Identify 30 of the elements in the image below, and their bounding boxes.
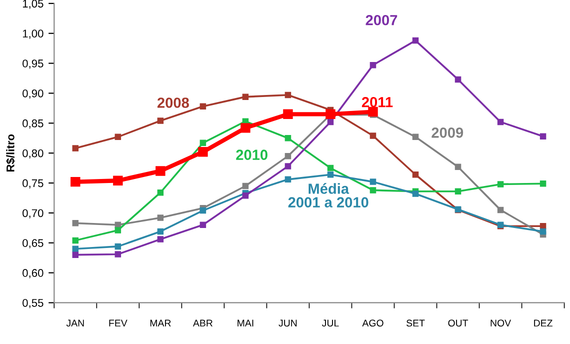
- y-tick-label: 0,70: [22, 209, 44, 218]
- y-tick-label: 0,75: [22, 179, 44, 188]
- y-tick-label: 1,05: [22, 0, 44, 9]
- x-tick-label: FEV: [109, 320, 128, 326]
- series-label: 2009: [432, 128, 464, 138]
- y-tick-label: 0,90: [22, 89, 44, 99]
- series-label: Média 2001 a 2010: [288, 183, 368, 208]
- x-tick-label: JUL: [322, 320, 339, 327]
- series-label: 2007: [366, 14, 398, 26]
- y-tick-label: 0,95: [22, 60, 44, 69]
- x-tick-label: DEZ: [534, 320, 552, 326]
- y-tick-label: 0,55: [22, 298, 44, 308]
- x-tick-label: OUT: [448, 320, 468, 327]
- x-tick-label: JAN: [66, 320, 84, 327]
- series-label: 2011: [362, 96, 393, 108]
- y-tick-label: 0,85: [22, 119, 44, 129]
- x-tick-label: JUN: [278, 320, 297, 327]
- x-tick-label: MAR: [150, 320, 171, 326]
- x-tick-label: ABR: [192, 320, 212, 326]
- x-tick-label: SET: [406, 320, 425, 327]
- y-tick-label: 0,65: [22, 239, 44, 248]
- y-tick-label: 0,80: [22, 149, 44, 159]
- series-label: 2008: [157, 98, 189, 108]
- x-tick-label: AGO: [362, 320, 384, 327]
- series-label: 2010: [236, 150, 268, 160]
- y-tick-label: 1,00: [22, 30, 44, 39]
- y-axis-title: R$/litro: [6, 134, 16, 172]
- y-tick-label: 0,60: [22, 269, 44, 278]
- x-tick-label: MAI: [238, 320, 254, 326]
- x-tick-label: NOV: [490, 320, 512, 327]
